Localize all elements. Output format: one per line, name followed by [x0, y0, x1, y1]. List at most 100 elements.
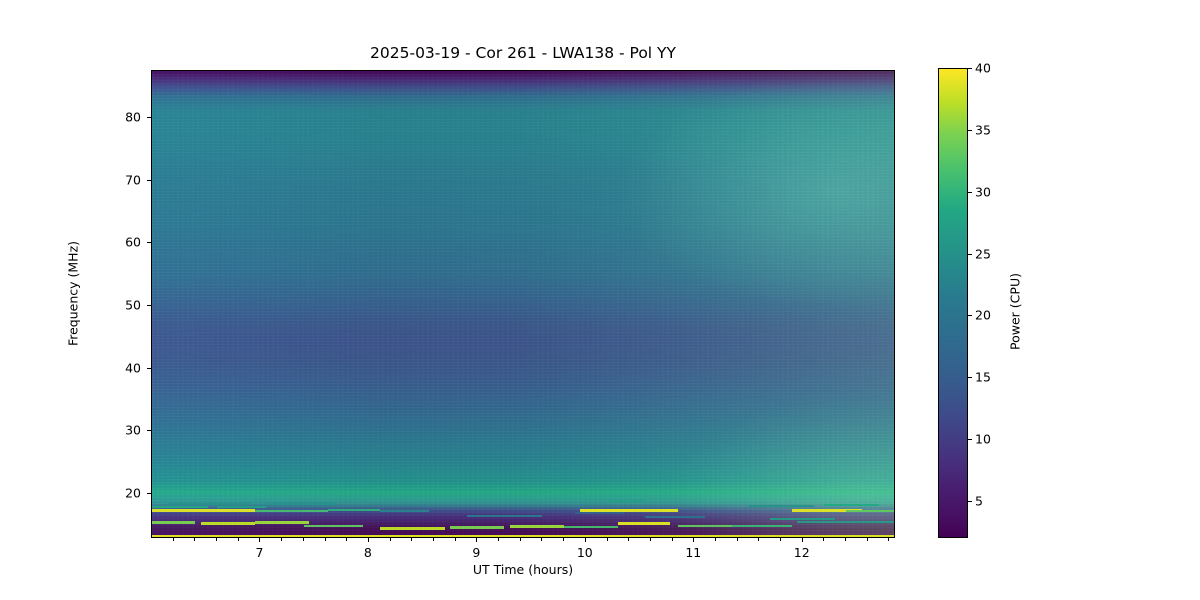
heatmap-frequency-gradient — [152, 71, 894, 537]
colorbar-tick-mark — [968, 68, 972, 69]
rfi-streak — [217, 506, 266, 509]
x-minor-tick-mark — [758, 538, 760, 541]
y-tick-mark — [147, 492, 151, 494]
y-tick-label: 40 — [125, 360, 141, 376]
rfi-streak — [152, 505, 209, 508]
x-minor-tick-mark — [324, 538, 326, 541]
x-minor-tick-mark — [866, 538, 868, 541]
rfi-streak — [255, 521, 310, 525]
colorbar-tick-label: 15 — [975, 369, 991, 385]
x-tick-label: 10 — [576, 545, 593, 560]
y-tick-mark — [147, 304, 151, 306]
colorbar[interactable] — [938, 68, 968, 538]
x-minor-tick-mark — [411, 538, 413, 541]
colorbar-tick-label: 40 — [975, 60, 991, 76]
y-tick-label: 60 — [125, 234, 141, 250]
x-minor-tick-mark — [237, 538, 239, 541]
x-tick-mark — [259, 538, 261, 542]
rfi-streak — [618, 522, 671, 525]
colorbar-tick-label: 10 — [975, 431, 991, 447]
y-tick-label: 30 — [125, 422, 141, 438]
rfi-streak-layer — [152, 71, 894, 537]
rfi-streak — [509, 525, 565, 528]
x-minor-tick-mark — [888, 538, 890, 541]
rfi-streak — [152, 535, 894, 537]
rfi-streak — [607, 499, 646, 502]
colorbar-tick-mark — [968, 377, 972, 379]
x-minor-tick-mark — [216, 538, 218, 541]
rfi-streak — [580, 508, 678, 512]
x-tick-mark — [801, 538, 803, 542]
x-minor-tick-mark — [628, 538, 630, 541]
y-tick-label: 50 — [125, 297, 141, 313]
x-tick-mark — [584, 538, 586, 542]
heatmap-time-gradient — [152, 71, 894, 537]
rfi-streak — [678, 524, 733, 528]
rfi-streak — [379, 527, 445, 530]
x-tick-mark — [693, 538, 695, 542]
y-tick-mark — [147, 242, 151, 244]
rfi-streak — [824, 503, 879, 506]
page-title: 2025-03-19 - Cor 261 - LWA138 - Pol YY — [370, 44, 676, 62]
x-minor-tick-mark — [541, 538, 543, 541]
x-minor-tick-mark — [823, 538, 825, 541]
x-minor-tick-mark — [671, 538, 673, 541]
x-minor-tick-mark — [302, 538, 304, 541]
x-minor-tick-mark — [714, 538, 716, 541]
colorbar-tick-mark — [968, 315, 972, 317]
y-tick-mark — [147, 116, 151, 118]
x-minor-tick-mark — [649, 538, 651, 541]
x-minor-tick-mark — [432, 538, 434, 541]
rfi-streak — [466, 515, 543, 518]
y-tick-mark — [147, 430, 151, 432]
colorbar-tick-mark — [968, 253, 972, 255]
colorbar-tick-label: 35 — [975, 122, 991, 138]
rfi-streak — [379, 509, 429, 512]
heatmap-axes[interactable] — [151, 70, 895, 538]
y-axis-title: Frequency (MHz) — [65, 240, 81, 347]
rfi-streak — [152, 521, 196, 525]
rfi-streak — [265, 503, 337, 506]
colorbar-tick-label: 20 — [975, 307, 991, 323]
heatmap-bright-glow — [152, 71, 894, 537]
y-tick-mark — [147, 179, 151, 181]
x-axis-title: UT Time (hours) — [472, 562, 574, 577]
y-tick-label: 80 — [125, 109, 141, 125]
rfi-streak — [791, 508, 863, 512]
heatmap-time-striping — [152, 71, 894, 537]
rfi-streak — [327, 508, 380, 511]
rfi-streak — [748, 504, 814, 507]
y-tick-label: 20 — [125, 485, 141, 501]
x-tick-mark — [367, 538, 369, 542]
rfi-streak — [168, 502, 250, 505]
rfi-streak — [846, 509, 894, 513]
rfi-streak — [564, 525, 619, 529]
x-minor-tick-mark — [845, 538, 847, 541]
x-minor-tick-mark — [346, 538, 348, 541]
rfi-streak — [574, 512, 624, 515]
y-tick-label: 70 — [125, 172, 141, 188]
colorbar-tick-label: 30 — [975, 184, 991, 200]
rfi-streak — [200, 522, 256, 525]
x-minor-tick-mark — [498, 538, 500, 541]
x-tick-label: 9 — [472, 545, 481, 560]
colorbar-tick-mark — [968, 129, 972, 131]
x-minor-tick-mark — [780, 538, 782, 541]
x-minor-tick-mark — [606, 538, 608, 541]
rfi-streak — [152, 508, 256, 512]
colorbar-tick-mark — [968, 500, 972, 502]
colorbar-title: Power (CPU) — [1007, 273, 1023, 350]
rfi-streak — [797, 521, 894, 524]
x-tick-label: 8 — [363, 545, 372, 560]
x-minor-tick-mark — [281, 538, 283, 541]
x-minor-tick-mark — [194, 538, 196, 541]
colorbar-tick-mark — [968, 439, 972, 441]
colorbar-tick-mark — [968, 191, 972, 193]
x-tick-label: 12 — [793, 545, 810, 560]
colorbar-tick-label: 25 — [975, 246, 991, 262]
x-tick-label: 11 — [685, 545, 702, 560]
x-minor-tick-mark — [389, 538, 391, 541]
rfi-streak — [255, 509, 328, 513]
rfi-streak — [303, 524, 364, 528]
